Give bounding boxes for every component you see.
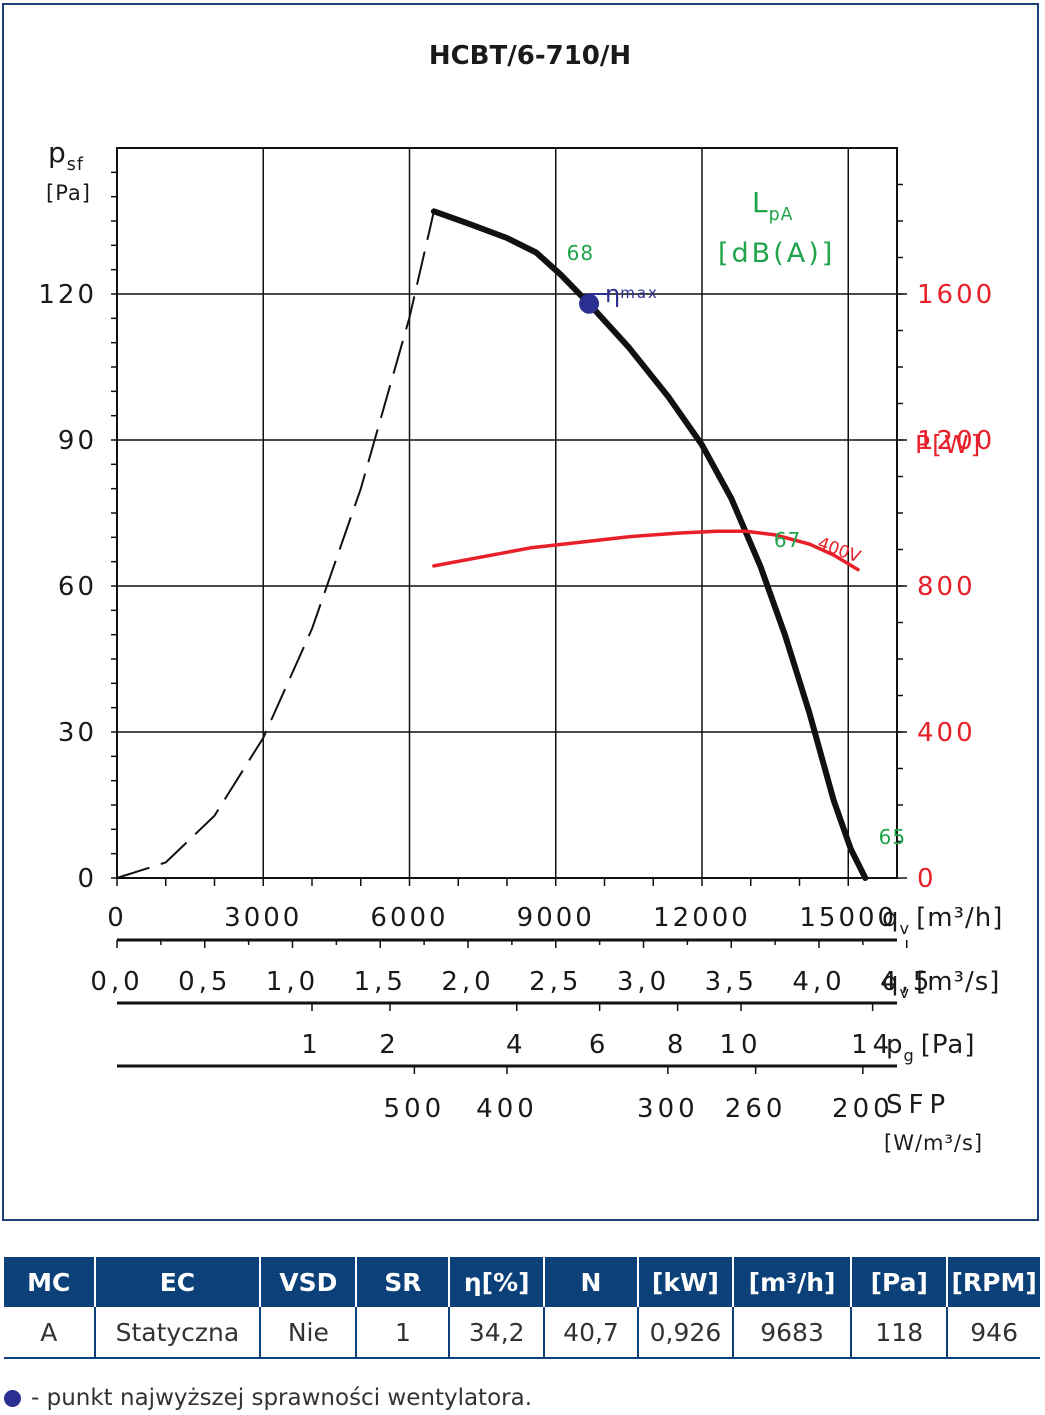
x-tick-label: 9000 bbox=[517, 903, 595, 933]
table-cell: Nie bbox=[261, 1307, 358, 1359]
power-series-label: 400V bbox=[815, 534, 864, 568]
y-right-tick-label: 1600 bbox=[917, 280, 995, 310]
efficiency-label: ηmax bbox=[605, 280, 659, 308]
y-left-tick-label: 60 bbox=[58, 572, 97, 602]
x-tick-label: 12000 bbox=[653, 903, 751, 933]
x-m3s-tick-label: 1,0 bbox=[266, 967, 319, 997]
lpa-axis-unit: [dB(A)] bbox=[718, 238, 835, 269]
table-cell: 118 bbox=[852, 1307, 949, 1359]
pressure-curve bbox=[430, 208, 869, 881]
x-axis-label: qv [m³/h] bbox=[882, 903, 1003, 938]
lpa-value-label: 68 bbox=[567, 241, 594, 265]
lpa-value-label: 67 bbox=[774, 528, 801, 552]
sfp-tick-label: 260 bbox=[725, 1094, 787, 1124]
series bbox=[116, 208, 869, 881]
y-left-tick-label: 30 bbox=[58, 718, 97, 748]
table-header-cell: MC bbox=[4, 1257, 96, 1307]
x-tick-label: 3000 bbox=[224, 903, 302, 933]
fan-performance-chart: HCBT/6-710/H 0306090120psf[Pa]0400800120… bbox=[38, 41, 1003, 1155]
table-header-row: MC EC VSD SR η[%] N [kW] [m³/h] [Pa] [RPM] bbox=[4, 1257, 1040, 1307]
fan-data-table: MC EC VSD SR η[%] N [kW] [m³/h] [Pa] [RPM] A Staty… bbox=[4, 1257, 1040, 1359]
table-cell: 9683 bbox=[733, 1307, 853, 1359]
sfp-tick-label: 200 bbox=[832, 1094, 894, 1124]
x-m3s-tick-label: 2,0 bbox=[441, 967, 494, 997]
y-right-tick-label: 0 bbox=[917, 864, 937, 894]
efficiency-point-icon bbox=[4, 1389, 21, 1407]
table-cell: 0,926 bbox=[639, 1307, 734, 1359]
table-header-cell: [RPM] bbox=[948, 1257, 1040, 1307]
table-cell: Statyczna bbox=[95, 1307, 262, 1359]
y-left-axis-unit: [Pa] bbox=[46, 181, 91, 205]
table-header-cell: SR bbox=[357, 1257, 451, 1307]
x-m3s-tick-label: 4,5 bbox=[880, 967, 933, 997]
axes bbox=[111, 171, 908, 1074]
x-tick-label: 6000 bbox=[370, 903, 448, 933]
table-cell: 40,7 bbox=[545, 1307, 640, 1359]
table-cell: 1 bbox=[357, 1307, 451, 1359]
pg-axis-label: pg [Pa] bbox=[886, 1030, 975, 1065]
table-header-cell: η[%] bbox=[450, 1257, 545, 1307]
lpa-value-label: 65 bbox=[879, 825, 906, 849]
x-m3s-tick-label: 3,0 bbox=[617, 967, 670, 997]
pg-tick-label: 2 bbox=[379, 1030, 401, 1060]
x-m3s-tick-label: 4,0 bbox=[792, 967, 845, 997]
x-m3s-axis-label: qv [m³/s] bbox=[882, 967, 1000, 1002]
y-left-tick-label: 0 bbox=[77, 864, 97, 894]
pg-tick-label: 1 bbox=[301, 1030, 323, 1060]
pg-tick-label: 4 bbox=[506, 1030, 528, 1060]
table-cell: 946 bbox=[948, 1307, 1040, 1359]
pg-tick-label: 14 bbox=[851, 1030, 894, 1060]
pg-tick-label: 8 bbox=[667, 1030, 689, 1060]
y-left-tick-label: 120 bbox=[38, 280, 97, 310]
x-tick-label: 0 bbox=[107, 903, 127, 933]
sfp-tick-label: 300 bbox=[637, 1094, 699, 1124]
y-right-axis-label: P[W] bbox=[915, 430, 982, 459]
pg-tick-label: 6 bbox=[589, 1030, 611, 1060]
x-m3s-tick-label: 2,5 bbox=[529, 967, 582, 997]
power-curve bbox=[432, 529, 860, 572]
sfp-tick-label: 400 bbox=[476, 1094, 538, 1124]
table-cell: A bbox=[4, 1307, 96, 1359]
table-header-cell: N bbox=[545, 1257, 640, 1307]
x-m3s-tick-label: 1,5 bbox=[354, 967, 407, 997]
table-cell: 34,2 bbox=[450, 1307, 545, 1359]
sfp-axis-label: SFP bbox=[886, 1090, 951, 1120]
table-header-cell: [m³/h] bbox=[733, 1257, 853, 1307]
y-right-tick-label: 800 bbox=[917, 572, 976, 602]
x-tick-label: 15000 bbox=[799, 903, 897, 933]
legend-note: - punkt najwyższej sprawności wentylator… bbox=[4, 1385, 532, 1411]
lpa-axis-label: LpA bbox=[752, 186, 794, 225]
x-m3s-tick-label: 0,5 bbox=[178, 967, 231, 997]
system-curve bbox=[116, 211, 435, 879]
chart-frame bbox=[2, 3, 1039, 1221]
legend-note-text: - punkt najwyższej sprawności wentylator… bbox=[31, 1385, 533, 1411]
x-m3s-tick-label: 0,0 bbox=[90, 967, 143, 997]
y-left-tick-label: 90 bbox=[58, 426, 97, 456]
pg-tick-label: 10 bbox=[719, 1030, 762, 1060]
sfp-axis-unit: [W/m³/s] bbox=[884, 1131, 983, 1155]
y-right-tick-label: 400 bbox=[917, 718, 976, 748]
y-left-axis-label: psf bbox=[48, 136, 84, 175]
chart-title: HCBT/6-710/H bbox=[429, 41, 631, 71]
sfp-tick-label: 500 bbox=[384, 1094, 446, 1124]
table-header-cell: VSD bbox=[261, 1257, 358, 1307]
table-header-cell: EC bbox=[95, 1257, 262, 1307]
x-m3s-tick-label: 3,5 bbox=[705, 967, 758, 997]
y-right-tick-label: 1200 bbox=[917, 426, 995, 456]
efficiency-point bbox=[579, 293, 600, 314]
table-row: A Statyczna Nie 1 34,2 40,7 0,926 9683 118 946 bbox=[4, 1307, 1040, 1359]
table-header-cell: [Pa] bbox=[852, 1257, 949, 1307]
table-header-cell: [kW] bbox=[639, 1257, 734, 1307]
